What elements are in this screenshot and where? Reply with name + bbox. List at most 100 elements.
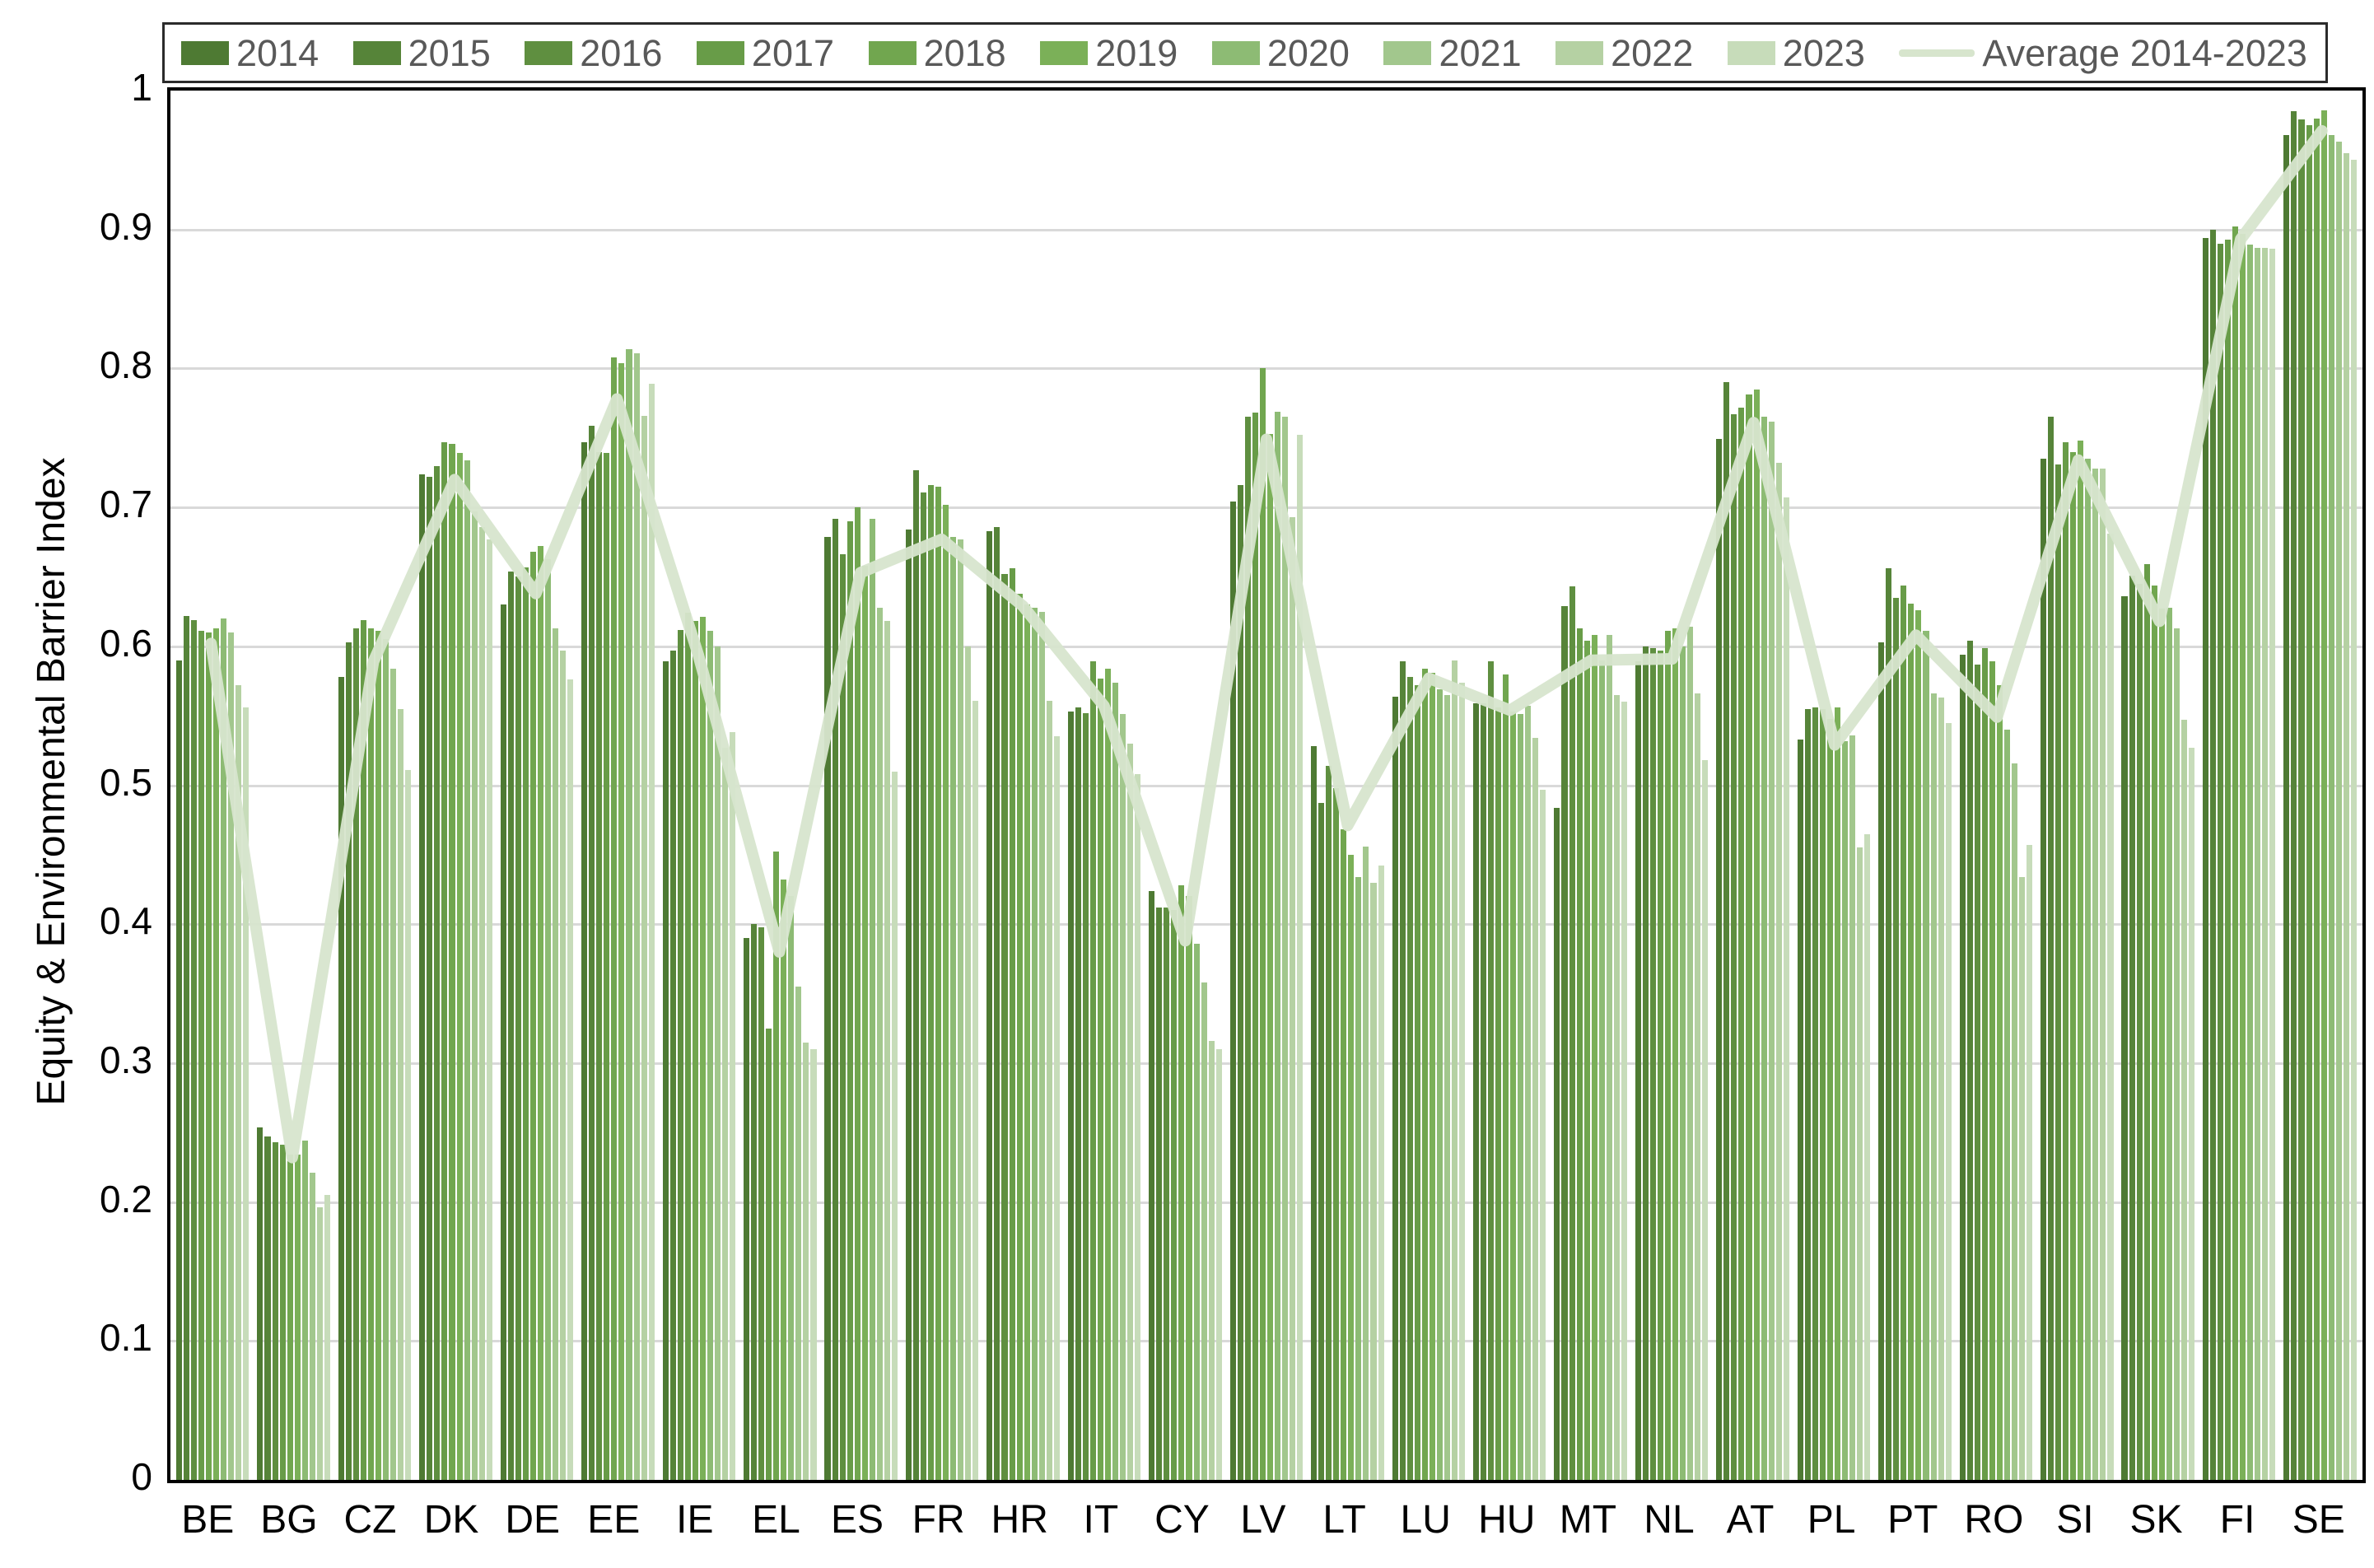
bar-MT-2023 — [1621, 702, 1627, 1480]
bar-FI-2018 — [2232, 226, 2239, 1480]
bar-FR-2021 — [958, 539, 964, 1480]
bar-IE-2022 — [721, 747, 729, 1480]
legend-swatch-2016 — [525, 40, 573, 65]
y-axis-tick-label: 0 — [131, 1455, 152, 1498]
x-axis-tick-label-DE: DE — [505, 1498, 560, 1542]
bar-PL-2016 — [1812, 707, 1818, 1480]
bar-HR-2019 — [1024, 604, 1030, 1480]
bar-LU-2014 — [1392, 696, 1398, 1480]
bar-LU-2021 — [1444, 694, 1450, 1480]
y-axis-tick-label: 0.3 — [100, 1038, 152, 1081]
bar-DE-2018 — [529, 552, 536, 1480]
legend-item-2017: 2017 — [696, 31, 835, 74]
bar-LT-2018 — [1341, 829, 1347, 1480]
bar-LT-2017 — [1333, 787, 1340, 1480]
bar-LV-2016 — [1244, 417, 1251, 1480]
bar-SI-2023 — [2107, 534, 2114, 1480]
bar-CZ-2018 — [368, 628, 375, 1480]
legend-label: 2014 — [236, 31, 319, 74]
bar-BG-2019 — [294, 1155, 301, 1480]
bar-SI-2018 — [2070, 451, 2077, 1480]
legend-item-2014: 2014 — [181, 35, 319, 72]
country-group-SK — [2118, 91, 2199, 1480]
bar-PT-2022 — [1938, 698, 1944, 1480]
bar-LV-2019 — [1266, 433, 1273, 1480]
bar-SI-2015 — [2048, 417, 2055, 1480]
bar-PL-2023 — [1864, 833, 1871, 1480]
bar-FI-2021 — [2255, 247, 2261, 1480]
bar-FR-2020 — [950, 536, 957, 1480]
gridline — [170, 645, 2362, 648]
bar-EL-2016 — [758, 926, 765, 1480]
bar-SE-2018 — [2313, 118, 2320, 1480]
bar-MT-2021 — [1606, 635, 1612, 1480]
bar-SK-2022 — [2180, 720, 2187, 1480]
legend-swatch-2021 — [1383, 40, 1432, 65]
legend-item-2015: 2015 — [352, 35, 491, 72]
bar-PL-2020 — [1842, 740, 1849, 1480]
legend-label: 2016 — [580, 31, 663, 74]
bar-FR-2015 — [912, 469, 920, 1480]
bar-RO-2016 — [1974, 664, 1980, 1480]
legend-label: 2018 — [923, 31, 1006, 74]
bar-NL-2017 — [1658, 650, 1664, 1480]
gridline — [170, 367, 2362, 371]
bar-PL-2022 — [1857, 847, 1863, 1480]
bar-RO-2018 — [1989, 661, 1995, 1480]
bar-DK-2017 — [441, 441, 448, 1480]
bar-DE-2014 — [500, 604, 506, 1480]
bar-ES-2014 — [824, 536, 831, 1480]
bar-AT-2022 — [1775, 463, 1782, 1480]
legend-label: 2017 — [751, 31, 835, 74]
bar-CY-2022 — [1208, 1040, 1215, 1480]
legend-swatch-2015 — [352, 40, 401, 65]
bar-FR-2014 — [905, 530, 912, 1480]
bar-FI-2016 — [2218, 243, 2224, 1480]
bar-BE-2020 — [221, 618, 227, 1480]
bar-EE-2020 — [626, 348, 632, 1480]
bar-IE-2015 — [669, 650, 676, 1480]
y-axis-tick-label: 0.6 — [100, 621, 152, 665]
bar-CZ-2021 — [390, 668, 397, 1480]
bar-CY-2020 — [1193, 943, 1200, 1480]
bar-FR-2022 — [965, 646, 972, 1480]
bar-AT-2021 — [1768, 421, 1775, 1480]
bar-BE-2021 — [228, 632, 235, 1480]
bar-EL-2022 — [803, 1042, 809, 1480]
bar-BG-2018 — [287, 1155, 293, 1480]
legend-label: 2022 — [1611, 31, 1694, 74]
bar-ES-2023 — [891, 771, 898, 1480]
country-group-RO — [1956, 91, 2036, 1480]
legend-swatch-2018 — [868, 40, 916, 65]
bar-CY-2023 — [1215, 1049, 1222, 1480]
bar-DK-2021 — [471, 511, 478, 1480]
bar-FI-2014 — [2202, 237, 2208, 1480]
bar-LU-2023 — [1458, 682, 1466, 1480]
x-axis-tick-label-EL: EL — [752, 1498, 800, 1542]
legend-swatch-2022 — [1555, 40, 1604, 65]
bar-IT-2014 — [1067, 712, 1074, 1480]
bar-SI-2017 — [2063, 441, 2069, 1480]
gridline — [170, 1201, 2362, 1204]
x-axis-tick-label-RO: RO — [1964, 1498, 2024, 1542]
bar-HU-2017 — [1495, 707, 1502, 1480]
bar-FI-2022 — [2262, 247, 2269, 1480]
bar-SK-2020 — [2166, 607, 2172, 1480]
legend-swatch-2017 — [696, 40, 744, 65]
legend-swatch-2019 — [1040, 40, 1089, 65]
country-group-BG — [253, 91, 333, 1480]
bar-DK-2015 — [427, 477, 433, 1480]
gridline — [170, 506, 2362, 510]
legend-item-2023: 2023 — [1727, 35, 1865, 72]
bar-LT-2020 — [1355, 876, 1362, 1480]
bar-RO-2014 — [1959, 654, 1966, 1480]
bar-IT-2023 — [1135, 774, 1141, 1480]
bar-AT-2019 — [1753, 389, 1760, 1480]
bar-LT-2014 — [1311, 746, 1318, 1480]
legend-item-average: Average 2014-2023 — [1899, 35, 2307, 72]
bar-HU-2014 — [1472, 702, 1480, 1480]
y-axis-tick-label: 0.7 — [100, 483, 152, 526]
bar-BG-2023 — [324, 1195, 330, 1480]
bar-RO-2015 — [1966, 641, 1973, 1480]
